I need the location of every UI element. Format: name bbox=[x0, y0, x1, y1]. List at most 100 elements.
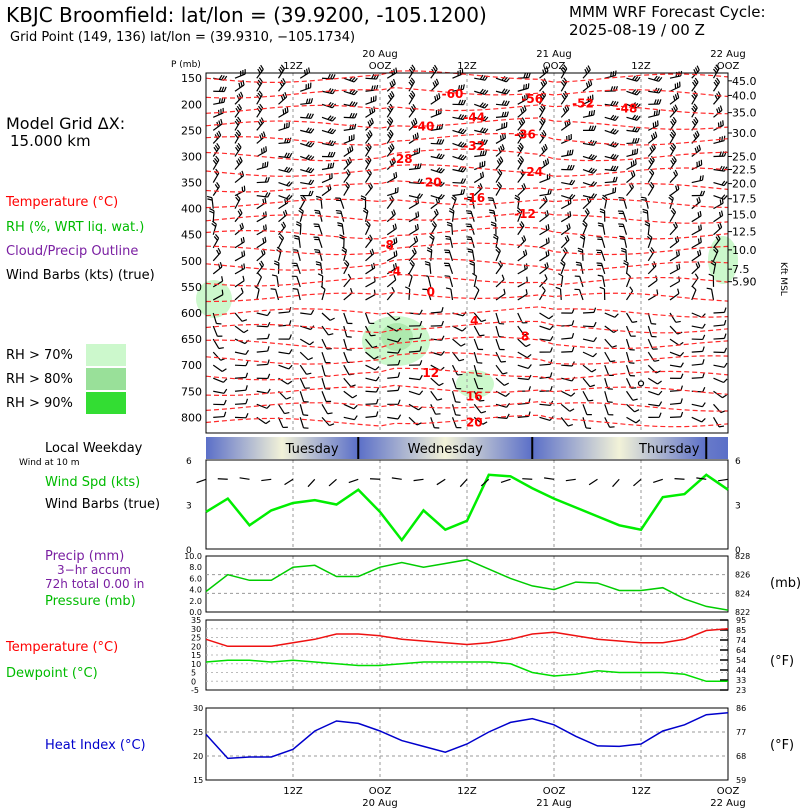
wind-barb-flag bbox=[288, 181, 293, 187]
wind-barb-staff bbox=[234, 198, 241, 209]
wind-barb-staff bbox=[713, 202, 724, 210]
wind-barb-flag bbox=[560, 259, 566, 265]
surface-wind-barb-5 bbox=[307, 478, 316, 488]
wind-barb-flag bbox=[419, 346, 422, 352]
wind-barb-flag bbox=[350, 384, 356, 388]
wind-barb-staff bbox=[365, 281, 376, 288]
wind-barb-flag bbox=[614, 154, 619, 160]
wind-barb-flag bbox=[648, 170, 654, 176]
wind-barb-flag bbox=[330, 73, 334, 79]
wind-barb-staff bbox=[299, 364, 307, 375]
wind-barb-flag bbox=[262, 238, 265, 244]
wind-barb-flag bbox=[676, 92, 680, 98]
wind-barb-flag bbox=[345, 181, 350, 187]
wind-barb-flag bbox=[267, 177, 270, 183]
surface-wind-barb-0 bbox=[196, 478, 207, 484]
temperature-contour-label-5: -40 bbox=[413, 120, 435, 134]
wind-barb-flag bbox=[446, 221, 452, 225]
wind-barb-flag bbox=[242, 79, 245, 86]
temp-tick-f-74: 74 bbox=[736, 636, 746, 645]
wind-barb-flag bbox=[549, 335, 554, 341]
wind-barb-flag bbox=[306, 372, 312, 375]
wind-barb-staff bbox=[517, 239, 527, 249]
wind-barb-staff bbox=[470, 237, 475, 248]
wind-barb-flag bbox=[329, 423, 335, 427]
wind-barb-flag bbox=[445, 235, 451, 238]
wind-barb-flag bbox=[593, 155, 598, 161]
wind-barb-flag bbox=[438, 193, 443, 199]
wind-barb-staff bbox=[539, 200, 548, 210]
wind-barb-flag bbox=[677, 250, 680, 256]
wind-barb-flag bbox=[310, 190, 314, 196]
wind-barb-flag bbox=[440, 154, 445, 160]
pressure-tick-right-828: 828 bbox=[735, 552, 750, 561]
temperature-contour-label-16: 4 bbox=[470, 314, 478, 328]
wind-barb-flag bbox=[458, 166, 462, 172]
wind-barb-flag bbox=[562, 92, 567, 98]
wind-barb-flag bbox=[370, 117, 374, 123]
wind-barb-flag bbox=[440, 168, 445, 174]
wind-barb-flag bbox=[373, 106, 376, 112]
wind-barb-flag bbox=[671, 157, 676, 163]
wind-barb-flag bbox=[634, 409, 640, 413]
wind-barb-flag bbox=[542, 80, 546, 86]
heat-tick-c-30: 30 bbox=[193, 704, 203, 713]
wind-barb-flag bbox=[710, 262, 716, 266]
wind-barb-flag bbox=[220, 118, 223, 125]
wind-barb-staff bbox=[387, 351, 399, 354]
wind-barb-staff bbox=[622, 211, 628, 222]
surface-wind-barb-20 bbox=[633, 478, 642, 487]
wind-barb-staff bbox=[626, 186, 634, 196]
wind-barb-flag bbox=[636, 137, 640, 144]
wind-barb-staff bbox=[517, 364, 529, 370]
wind-barb-flag bbox=[699, 237, 702, 243]
wind-barb-staff bbox=[256, 363, 268, 366]
wind-barb-staff bbox=[296, 250, 301, 261]
temperature-contour-label-17: 8 bbox=[521, 329, 529, 343]
wind-barb-flag bbox=[243, 263, 246, 269]
wind-barb-flag bbox=[241, 319, 248, 322]
wind-barb-flag bbox=[367, 121, 371, 127]
wind-barb-staff bbox=[387, 191, 398, 197]
kft-tick-45.0: 45.0 bbox=[732, 75, 757, 88]
wind-barb-staff bbox=[297, 289, 301, 301]
wind-barb-flag bbox=[349, 287, 353, 294]
wind-barb-flag bbox=[457, 127, 462, 133]
wind-barb-flag bbox=[305, 98, 309, 104]
wind-barb-staff bbox=[495, 172, 503, 183]
wind-barb-flag bbox=[520, 221, 525, 226]
wind-barb-flag bbox=[437, 197, 441, 203]
wind-barb-flag bbox=[583, 220, 588, 225]
wind-barb-staff bbox=[582, 390, 589, 402]
wind-barb-flag bbox=[397, 414, 402, 420]
wind-barb-staff bbox=[234, 325, 245, 334]
wind-barb-flag bbox=[419, 360, 423, 366]
wind-barb-staff bbox=[234, 312, 243, 322]
wind-barb-staff bbox=[256, 403, 268, 409]
wind-barb-flag bbox=[670, 210, 675, 215]
wind-barb-flag bbox=[599, 210, 605, 214]
wind-barb-flag bbox=[280, 95, 284, 101]
wind-barb-flag bbox=[620, 247, 627, 251]
wind-barb-flag bbox=[458, 114, 462, 119]
wind-barb-flag bbox=[438, 382, 444, 387]
wind-barb-flag bbox=[215, 155, 220, 161]
temperature-contour-label-10: -20 bbox=[420, 176, 442, 190]
wind-barb-flag bbox=[718, 425, 725, 428]
wind-barb-flag bbox=[501, 144, 505, 150]
wind-barb-staff bbox=[234, 376, 247, 379]
wind-barb-flag bbox=[495, 249, 500, 254]
wind-barb-flag bbox=[560, 81, 565, 87]
wind-barb-flag bbox=[411, 105, 415, 111]
wind-barb-flag bbox=[701, 402, 706, 408]
wind-barb-flag bbox=[521, 236, 525, 243]
wind-barb-flag bbox=[650, 168, 655, 174]
heat-tick-f-68: 68 bbox=[736, 752, 746, 761]
wind-barb-flag bbox=[310, 113, 314, 119]
surface-wind-barb-17 bbox=[565, 478, 576, 482]
wind-barb-staff bbox=[430, 68, 438, 79]
wind-barb-staff bbox=[691, 403, 703, 408]
wind-barb-staff bbox=[386, 228, 397, 236]
wind-barb-flag bbox=[469, 262, 475, 266]
wind-barb-flag bbox=[545, 238, 548, 244]
